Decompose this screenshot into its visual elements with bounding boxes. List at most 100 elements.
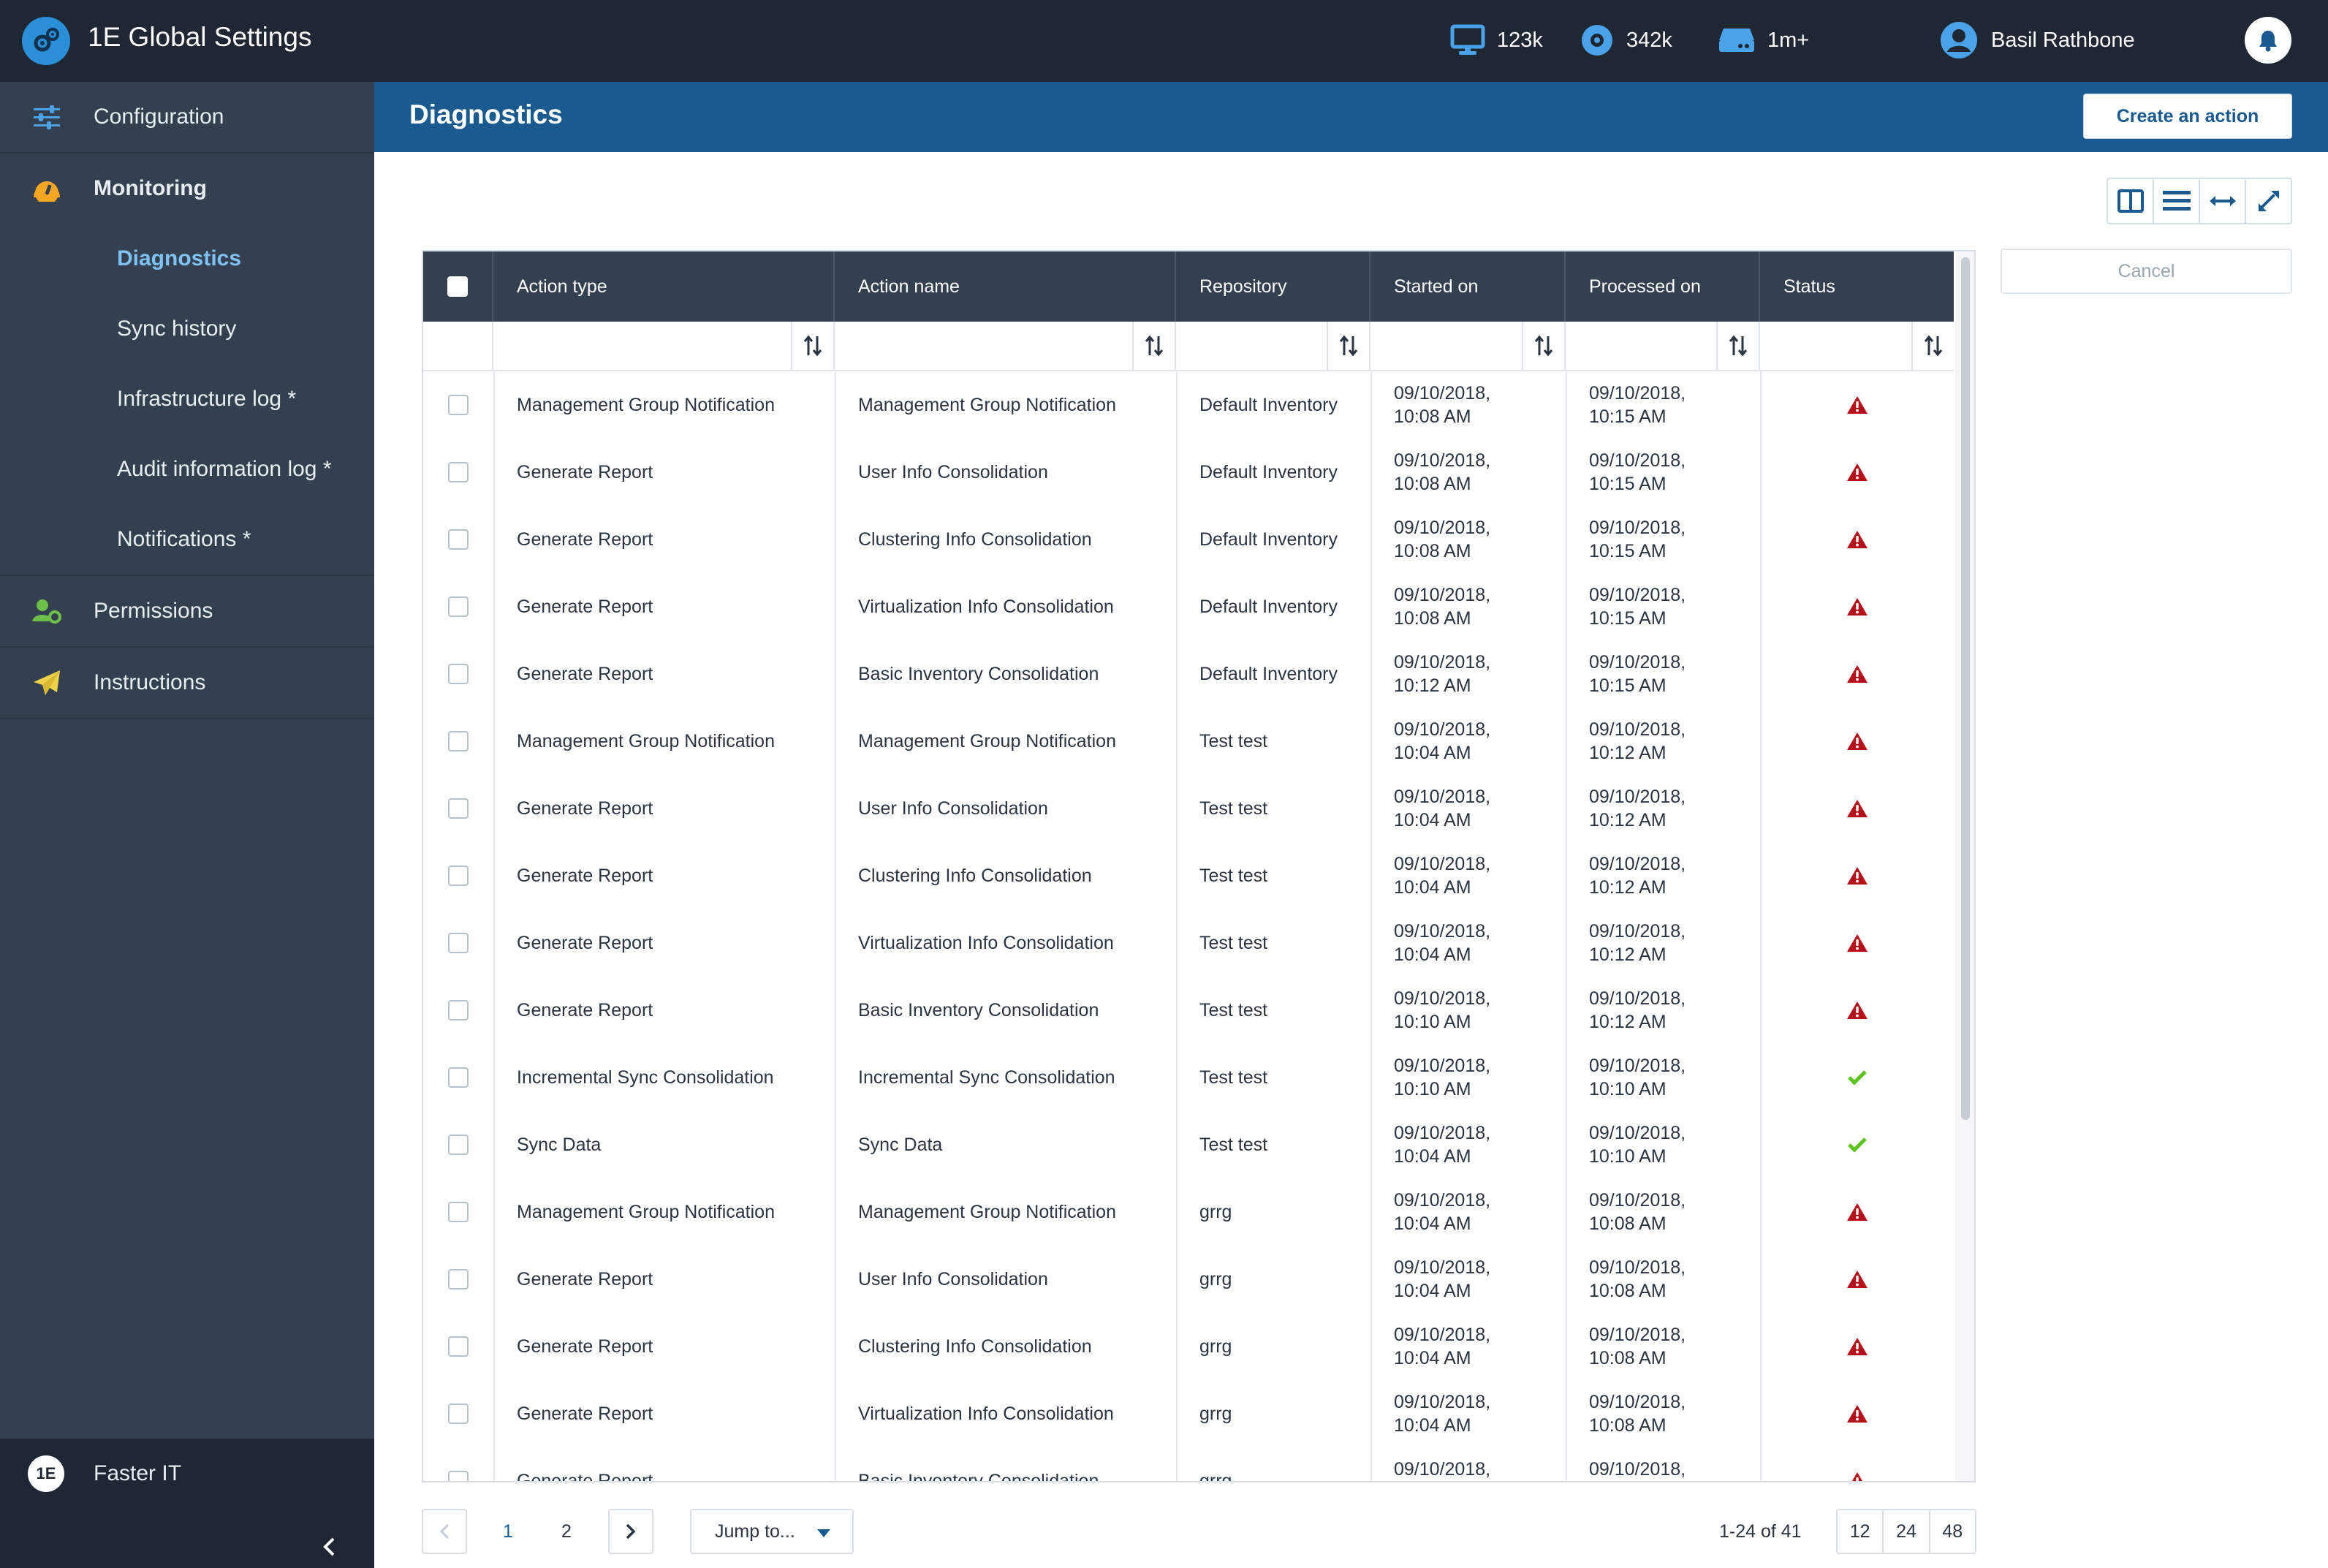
sidebar-subitem-sync-history[interactable]: Sync history	[117, 317, 237, 341]
sidebar-item-configuration[interactable]: Configuration	[0, 82, 374, 154]
create-action-button[interactable]: Create an action	[2083, 94, 2292, 139]
row-checkbox[interactable]	[448, 1404, 469, 1424]
previous-page-button[interactable]	[422, 1509, 467, 1554]
table-row[interactable]: Generate Report Virtualization Info Conso…	[423, 573, 1954, 640]
page-size-option[interactable]: 12	[1838, 1510, 1884, 1553]
row-checkbox[interactable]	[448, 1000, 469, 1020]
sort-button[interactable]	[791, 322, 833, 370]
row-checkbox[interactable]	[448, 866, 469, 886]
cell-repo: Test test	[1199, 932, 1268, 953]
filter-cell-started-on[interactable]	[1370, 322, 1566, 370]
sort-button[interactable]	[1132, 322, 1175, 370]
collapse-sidebar-button[interactable]	[316, 1534, 342, 1560]
scrollbar-thumb[interactable]	[1961, 257, 1970, 1120]
table-row[interactable]: Generate Report Virtualization Info Conso…	[423, 1380, 1954, 1447]
filter-cell-status[interactable]	[1760, 322, 1954, 370]
cell-name: Virtualization Info Consolidation	[858, 596, 1114, 617]
table-row[interactable]: Generate Report Clustering Info Consolida…	[423, 1313, 1954, 1380]
row-checkbox[interactable]	[448, 395, 469, 415]
cell-started-line: 10:08 AM	[1394, 541, 1471, 561]
footer-brand[interactable]: 1E Faster IT	[28, 1455, 181, 1493]
sort-button[interactable]	[1327, 322, 1369, 370]
sidebar: Configuration Monitoring Diagnostics Syn…	[0, 82, 374, 1568]
cell-started-line: 09/10/2018,	[1394, 921, 1491, 942]
column-header-action-name[interactable]: Action name	[835, 251, 1176, 322]
row-checkbox[interactable]	[448, 798, 469, 819]
sidebar-item-instructions[interactable]: Instructions	[0, 648, 374, 719]
table-row[interactable]: Generate Report Basic Inventory Consolida…	[423, 640, 1954, 708]
page-number-2[interactable]: 2	[561, 1520, 572, 1542]
column-header-action-type[interactable]: Action type	[493, 251, 835, 322]
stat-discs[interactable]: 342k	[1580, 16, 1672, 64]
sidebar-subitem-infrastructure-log[interactable]: Infrastructure log *	[117, 387, 297, 411]
row-checkbox[interactable]	[448, 1202, 469, 1222]
table-row[interactable]: Sync Data Sync Data Test test 09/10/2018, 10…	[423, 1111, 1954, 1178]
next-page-button[interactable]	[608, 1509, 653, 1554]
row-checkbox[interactable]	[448, 1135, 469, 1155]
table-row[interactable]: Generate Report User Info Consolidation Te…	[423, 775, 1954, 842]
sidebar-item-permissions[interactable]: Permissions	[0, 576, 374, 648]
filter-cell-processed-on[interactable]	[1566, 322, 1760, 370]
list-view-button[interactable]	[2154, 179, 2200, 223]
diagnostics-table: Action type Action name Repository Start…	[422, 250, 1976, 1482]
table-row[interactable]: Incremental Sync Consolidation Incrementa…	[423, 1044, 1954, 1111]
row-checkbox[interactable]	[448, 596, 469, 617]
filter-cell-action-type[interactable]	[493, 322, 835, 370]
cancel-button[interactable]: Cancel	[2001, 249, 2292, 294]
sort-button[interactable]	[1522, 322, 1564, 370]
notifications-button[interactable]	[2245, 17, 2291, 64]
column-header-repository[interactable]: Repository	[1176, 251, 1370, 322]
page-size-option[interactable]: 48	[1942, 1520, 1963, 1542]
table-row[interactable]: Generate Report User Info Consolidation De…	[423, 439, 1954, 506]
table-row[interactable]: Management Group Notification Management …	[423, 371, 1954, 439]
sort-button[interactable]	[1716, 322, 1759, 370]
column-header-processed-on[interactable]: Processed on	[1566, 251, 1760, 322]
sidebar-item-monitoring[interactable]: Monitoring	[0, 154, 374, 224]
checkmark-icon	[1847, 1137, 1867, 1153]
table-row[interactable]: Management Group Notification Management …	[423, 708, 1954, 775]
cell-started-line: 09/10/2018,	[1394, 1257, 1491, 1278]
filter-cell-repository[interactable]	[1176, 322, 1370, 370]
table-row[interactable]: Management Group Notification Management …	[423, 1178, 1954, 1246]
page-number-1[interactable]: 1	[503, 1520, 513, 1542]
cell-started-line: 10:04 AM	[1394, 1213, 1471, 1234]
column-header-started-on[interactable]: Started on	[1370, 251, 1566, 322]
filter-cell-action-name[interactable]	[835, 322, 1176, 370]
sidebar-subitem-audit-log[interactable]: Audit information log *	[117, 457, 332, 481]
row-select-cell	[423, 1044, 493, 1111]
row-checkbox[interactable]	[448, 462, 469, 482]
column-header-status[interactable]: Status	[1783, 276, 1835, 297]
sidebar-subitem-diagnostics[interactable]: Diagnostics	[117, 246, 242, 270]
sidebar-item-label: Monitoring	[94, 176, 207, 200]
row-checkbox[interactable]	[448, 529, 469, 550]
row-checkbox[interactable]	[448, 933, 469, 953]
table-row[interactable]: Generate Report Basic Inventory Consolida…	[423, 977, 1954, 1044]
table-row[interactable]: Generate Report Virtualization Info Conso…	[423, 909, 1954, 977]
row-checkbox[interactable]	[448, 731, 469, 751]
table-row[interactable]: Generate Report User Info Consolidation gr…	[423, 1246, 1954, 1313]
column-divider	[1176, 371, 1178, 1481]
table-row[interactable]: Generate Report Clustering Info Consolida…	[423, 506, 1954, 573]
table-row[interactable]: Generate Report Basic Inventory Consolida…	[423, 1447, 1954, 1481]
user-menu[interactable]: Basil Rathbone	[1940, 16, 2135, 64]
row-checkbox[interactable]	[448, 1471, 469, 1481]
table-scrollbar[interactable]	[1955, 251, 1974, 1481]
column-divider	[1370, 371, 1372, 1481]
cell-status	[1760, 1380, 1954, 1447]
jump-to-dropdown[interactable]: Jump to...	[690, 1509, 854, 1554]
sidebar-subitem-notifications[interactable]: Notifications *	[117, 527, 251, 551]
row-checkbox[interactable]	[448, 1269, 469, 1289]
app-logo-icon[interactable]	[22, 17, 70, 65]
stat-servers[interactable]: 1m+	[1718, 16, 1809, 64]
select-all-checkbox[interactable]	[447, 276, 468, 297]
split-view-button[interactable]	[2108, 179, 2154, 223]
stat-devices[interactable]: 123k	[1450, 16, 1543, 64]
sort-button[interactable]	[1911, 322, 1954, 370]
row-checkbox[interactable]	[448, 664, 469, 684]
row-checkbox[interactable]	[448, 1336, 469, 1357]
fit-width-button[interactable]	[2200, 179, 2246, 223]
fullscreen-button[interactable]	[2246, 179, 2291, 223]
page-size-option[interactable]: 24	[1884, 1510, 1930, 1553]
row-checkbox[interactable]	[448, 1067, 469, 1088]
table-row[interactable]: Generate Report Clustering Info Consolida…	[423, 842, 1954, 909]
